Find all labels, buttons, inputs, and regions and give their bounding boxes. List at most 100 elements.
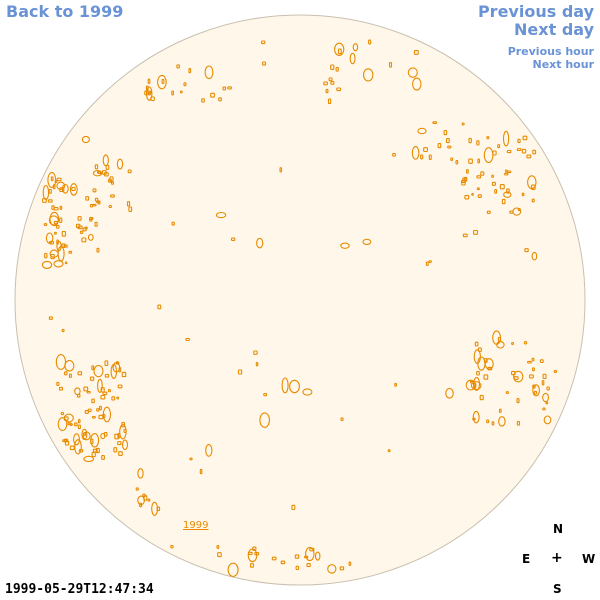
magnetic-contour — [205, 444, 213, 457]
back-to-year-link[interactable]: Back to 1999 — [6, 2, 124, 21]
magnetic-contour — [201, 98, 205, 103]
magnetic-contour — [104, 373, 110, 378]
magnetic-contour — [110, 181, 115, 185]
magnetic-contour — [157, 74, 167, 90]
magnetic-contour — [327, 564, 337, 574]
magnetic-contour — [432, 121, 438, 124]
magnetic-contour — [523, 341, 528, 345]
magnetic-contour — [59, 217, 63, 223]
magnetic-contour — [305, 546, 315, 562]
magnetic-contour — [340, 242, 350, 249]
magnetic-contour — [53, 260, 64, 268]
previous-day-link[interactable]: Previous day — [477, 2, 594, 21]
magnetic-contour — [117, 384, 123, 389]
magnetic-contour — [42, 198, 47, 203]
magnetic-contour — [104, 360, 109, 366]
magnetic-contour — [335, 67, 339, 72]
magnetic-contour — [491, 421, 495, 426]
next-hour-link[interactable]: Next hour — [532, 58, 595, 71]
magnetic-contour — [491, 181, 496, 186]
magnetic-contour — [116, 158, 124, 170]
magnetic-contour — [139, 502, 143, 508]
magnetic-contour — [469, 380, 475, 384]
magnetic-contour — [185, 337, 190, 342]
magnetic-contour — [388, 62, 393, 68]
magnetic-contour — [420, 154, 424, 160]
magnetic-contour — [255, 362, 259, 367]
magnetic-contour — [279, 167, 283, 173]
magnetic-contour — [59, 187, 65, 193]
magnetic-contour — [94, 197, 99, 202]
magnetic-contour — [486, 210, 491, 215]
magnetic-contour — [477, 356, 486, 371]
magnetic-contour — [128, 206, 133, 212]
magnetic-contour — [119, 424, 127, 440]
magnetic-contour — [199, 468, 203, 475]
magnetic-contour — [497, 144, 501, 149]
magnetic-contour — [215, 211, 227, 219]
magnetic-contour — [271, 556, 277, 561]
magnetic-contour — [84, 410, 89, 414]
magnetic-contour — [77, 424, 81, 430]
magnetic-contour — [425, 261, 429, 266]
magnetic-contour — [417, 127, 427, 135]
magnetic-contour — [91, 451, 96, 458]
magnetic-contour — [466, 169, 469, 174]
magnetic-contour — [82, 431, 91, 441]
magnetic-contour — [68, 250, 73, 254]
magnetic-contour — [113, 447, 118, 453]
magnetic-contour — [252, 546, 257, 551]
magnetic-contour — [41, 260, 53, 269]
magnetic-contour — [97, 200, 101, 205]
magnetic-contour — [553, 370, 558, 373]
next-day-link[interactable]: Next day — [514, 20, 594, 39]
magnetic-contour — [171, 90, 174, 96]
magnetic-contour — [542, 392, 550, 403]
magnetic-contour — [48, 316, 53, 320]
magnetic-contour — [505, 391, 509, 395]
magnetic-contour — [94, 221, 98, 227]
magnetic-contour — [176, 64, 180, 69]
magnetic-contour — [100, 387, 105, 393]
magnetic-contour — [254, 551, 260, 556]
magnetic-contour — [462, 177, 467, 182]
magnetic-contour — [118, 451, 123, 456]
magnetic-contour — [513, 370, 524, 383]
magnetic-contour — [121, 371, 127, 378]
magnetic-contour — [483, 374, 489, 380]
magnetic-contour — [100, 394, 106, 400]
magnetic-contour — [108, 178, 112, 183]
magnetic-contour — [532, 384, 536, 389]
magnetic-contour — [476, 175, 482, 179]
magnetic-contour — [330, 64, 335, 70]
magnetic-contour — [314, 551, 321, 561]
magnetic-contour — [516, 398, 520, 404]
magnetic-contour — [47, 199, 53, 203]
magnetic-contour — [407, 67, 418, 78]
magnetic-contour — [337, 48, 342, 55]
magnetic-contour — [334, 42, 345, 56]
magnetic-contour — [83, 386, 89, 392]
magnetic-contour — [527, 360, 532, 364]
magnetic-contour — [227, 562, 239, 577]
magnetic-contour — [90, 433, 100, 448]
magnetic-contour — [506, 149, 512, 154]
magnetic-contour — [89, 376, 95, 381]
magnetic-contour — [151, 501, 159, 516]
magnetic-contour — [137, 468, 144, 479]
magnetic-contour — [91, 398, 95, 404]
magnetic-contour — [413, 50, 419, 55]
magnetic-contour — [92, 170, 103, 177]
magnetic-contour — [170, 544, 174, 549]
magnetic-contour — [362, 68, 374, 82]
magnetic-contour — [55, 354, 67, 370]
magnetic-contour — [487, 366, 493, 371]
previous-hour-link[interactable]: Previous hour — [507, 45, 594, 58]
magnetic-contour — [498, 408, 502, 414]
magnetic-contour — [323, 81, 328, 86]
magnetic-contour — [71, 186, 76, 192]
magnetic-contour — [148, 91, 151, 96]
magnetic-contour — [204, 65, 214, 80]
magnetic-contour — [471, 192, 474, 196]
magnetic-contour — [464, 195, 470, 200]
